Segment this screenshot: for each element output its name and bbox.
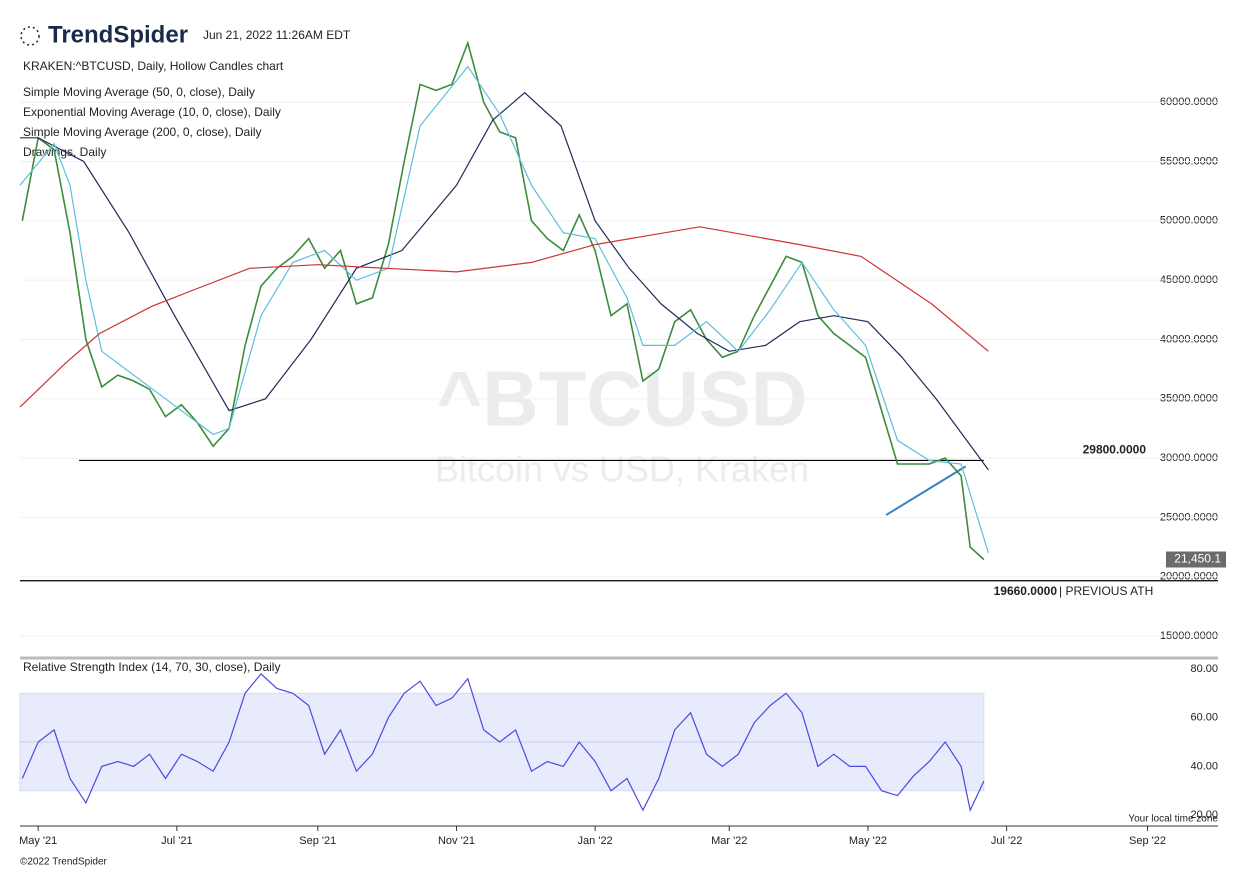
logo [20,26,40,46]
x-tick-label: May '21 [19,835,57,847]
last-price-label: 21,450.1 [1174,552,1221,566]
legend-entry: Exponential Moving Average (10, 0, close… [23,105,281,119]
y-tick-label: 80.00 [1190,663,1218,675]
legend-entry: Relative Strength Index (14, 70, 30, clo… [23,660,280,674]
x-tick-label: Sep '22 [1129,835,1166,847]
series-line [19,226,989,408]
x-tick-label: Sep '21 [299,835,336,847]
timestamp: Jun 21, 2022 11:26AM EDT [203,28,351,42]
x-tick-label: Mar '22 [711,835,747,847]
y-tick-label: 40.00 [1190,760,1218,772]
logo-icon [20,26,40,46]
hline-note: | PREVIOUS ATH [1059,584,1153,598]
watermark-subtitle: Bitcoin vs USD, Kraken [435,449,809,490]
x-tick-label: Jul '21 [161,835,192,847]
y-tick-label: 20.00 [1190,809,1218,821]
copyright: ©2022 TrendSpider [20,857,108,868]
series-line [21,673,985,813]
timezone-note: Your local time zone [1128,814,1218,825]
x-tick-label: May '22 [849,835,887,847]
y-tick-label: 60.00 [1190,712,1218,724]
last-price-tag [1166,551,1226,568]
series-line [21,40,985,561]
legend-entry: Simple Moving Average (50, 0, close), Da… [23,85,255,99]
series-line [19,65,989,554]
legend-entry: Simple Moving Average (200, 0, close), D… [23,125,262,139]
series-line [20,91,989,471]
hline-label: 19660.0000 [994,584,1058,598]
x-tick-label: Jul '22 [991,835,1022,847]
x-tick-label: Nov '21 [438,835,475,847]
x-tick-label: Jan '22 [578,835,613,847]
trend-line [885,465,967,516]
legend-entry: KRAKEN:^BTCUSD, Daily, Hollow Candles ch… [23,59,284,73]
brand: TrendSpider [48,21,188,48]
hline-label: 29800.0000 [1083,443,1147,457]
